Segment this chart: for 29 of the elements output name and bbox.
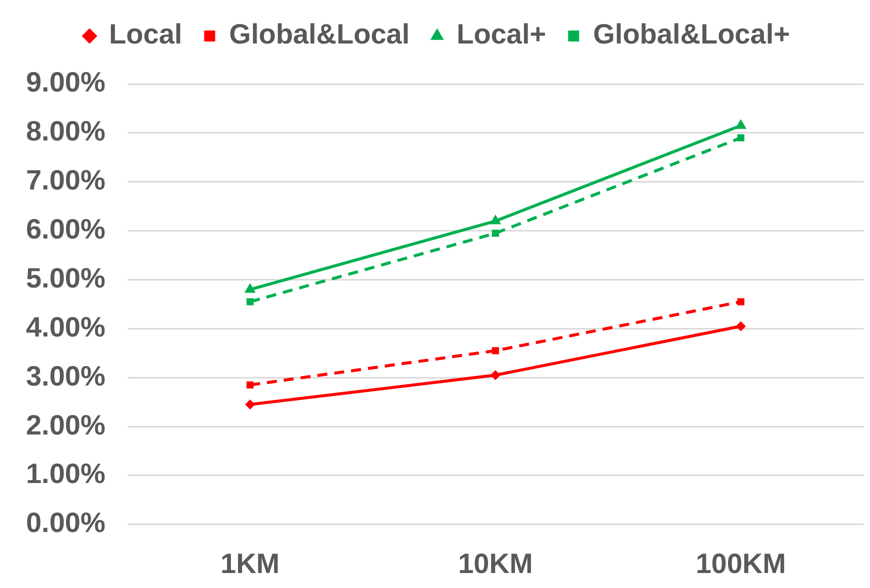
y-tick-label: 3.00% [26,360,106,392]
point [246,298,254,306]
point [490,214,502,224]
point [245,400,256,410]
point [246,381,254,388]
y-tick-label: 0.00% [26,507,106,538]
point [492,347,499,354]
y-tick-label: 5.00% [26,262,106,294]
x-tick-label: 10KM [458,548,533,579]
point [244,283,256,293]
legend-label: Global&Local+ [593,18,790,50]
legend-label: Local+ [456,18,546,50]
x-tick-label: 100KM [696,548,786,579]
legend-label: Local [109,18,182,50]
y-tick-label: 8.00% [26,116,106,147]
x-tick-label: 1KM [220,548,280,579]
point [492,230,499,237]
point [490,370,500,380]
legend-label: Global&Local [229,18,410,50]
point [737,134,744,142]
y-tick-label: 7.00% [26,164,106,196]
point [736,321,746,332]
y-tick-label: 9.00% [26,66,106,98]
point [735,119,746,129]
point [737,298,744,306]
y-tick-label: 6.00% [26,214,106,245]
y-tick-label: 2.00% [26,409,106,440]
y-tick-label: 1.00% [26,458,106,490]
y-tick-label: 4.00% [26,311,106,342]
